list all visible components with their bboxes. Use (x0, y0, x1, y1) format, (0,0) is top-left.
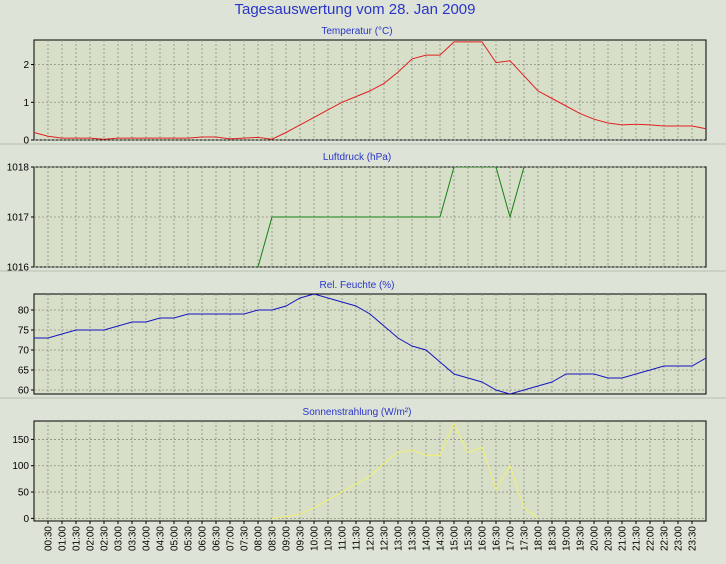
time-tick-label: 16:00 (478, 526, 489, 551)
time-tick-label: 18:30 (548, 526, 559, 551)
humidity-y-tick-label: 70 (18, 346, 30, 357)
solar-radiation-y-tick-label: 50 (18, 488, 30, 499)
time-tick-label: 21:00 (618, 526, 629, 551)
pressure-y-axis: 1016 1017 1018 (7, 163, 34, 274)
time-tick-label: 01:30 (72, 526, 83, 551)
time-tick-label: 13:00 (394, 526, 405, 551)
time-tick-label: 03:00 (114, 526, 125, 551)
solar-radiation-series-line (271, 422, 539, 519)
temperature-y-tick-label: 2 (23, 60, 29, 71)
time-tick-label: 20:30 (604, 526, 615, 551)
time-tick-label: 22:30 (660, 526, 671, 551)
solar-radiation-y-axis: 0 50 100 150 (12, 435, 34, 525)
humidity-grid (34, 294, 706, 394)
pressure-series-line (257, 167, 525, 267)
solar-radiation-chart-title: Sonnenstrahlung (W/m²) (303, 407, 412, 418)
humidity-series-line (34, 294, 706, 394)
time-tick-label: 07:00 (226, 526, 237, 551)
time-tick-label: 11:00 (338, 526, 349, 551)
time-tick-label: 23:30 (688, 526, 699, 551)
time-tick-label: 14:00 (422, 526, 433, 551)
time-tick-label: 02:30 (100, 526, 111, 551)
pressure-y-tick-label: 1016 (7, 263, 30, 274)
time-tick-label: 22:00 (646, 526, 657, 551)
pressure-y-tick-label: 1018 (7, 163, 30, 174)
humidity-chart-title: Rel. Feuchte (%) (319, 280, 394, 291)
time-tick-label: 00:30 (44, 526, 55, 551)
solar-radiation-y-tick-label: 0 (23, 514, 29, 525)
temperature-y-tick-label: 0 (23, 136, 29, 147)
time-tick-label: 15:30 (464, 526, 475, 551)
time-tick-label: 12:00 (366, 526, 377, 551)
temperature-panel: Temperatur (°C) 0 1 2 (0, 26, 726, 147)
temperature-y-tick-label: 1 (23, 98, 29, 109)
time-tick-label: 08:30 (268, 526, 279, 551)
time-tick-label: 15:00 (450, 526, 461, 551)
time-tick-label: 17:00 (506, 526, 517, 551)
humidity-y-tick-label: 65 (18, 366, 30, 377)
temperature-grid (34, 40, 706, 141)
temperature-series-line (34, 41, 706, 140)
solar-radiation-y-tick-label: 150 (12, 435, 29, 446)
time-tick-label: 19:00 (562, 526, 573, 551)
time-tick-label: 06:30 (212, 526, 223, 551)
time-tick-label: 12:30 (380, 526, 391, 551)
temperature-y-axis: 0 1 2 (23, 60, 34, 147)
humidity-panel: Rel. Feuchte (%) 60 65 70 75 80 (0, 280, 726, 399)
pressure-panel: Luftdruck (hPa) 1016 1017 1018 (0, 152, 726, 274)
pressure-y-tick-label: 1017 (7, 213, 30, 224)
page-title: Tagesauswertung vom 28. Jan 2009 (235, 1, 476, 18)
time-tick-label: 19:30 (576, 526, 587, 551)
solar-radiation-grid (34, 421, 706, 521)
time-x-axis: 00:30 01:00 01:30 02:00 02:30 03:00 03:30 04:00… (44, 521, 699, 551)
time-tick-label: 18:00 (534, 526, 545, 551)
humidity-y-tick-label: 75 (18, 326, 30, 337)
humidity-y-axis: 60 65 70 75 80 (18, 306, 34, 397)
solar-radiation-panel: Sonnenstrahlung (W/m²) 0 50 100 150 (12, 407, 707, 525)
temperature-chart-title: Temperatur (°C) (321, 26, 392, 37)
time-tick-label: 09:30 (296, 526, 307, 551)
time-tick-label: 04:30 (156, 526, 167, 551)
humidity-y-tick-label: 60 (18, 386, 30, 397)
time-tick-label: 21:30 (632, 526, 643, 551)
time-tick-label: 10:30 (324, 526, 335, 551)
time-tick-label: 09:00 (282, 526, 293, 551)
time-tick-label: 01:00 (58, 526, 69, 551)
time-tick-label: 10:00 (310, 526, 321, 551)
time-tick-label: 23:00 (674, 526, 685, 551)
time-tick-label: 06:00 (198, 526, 209, 551)
solar-radiation-y-tick-label: 100 (12, 461, 29, 472)
time-tick-label: 02:00 (86, 526, 97, 551)
time-tick-label: 13:30 (408, 526, 419, 551)
time-tick-label: 05:00 (170, 526, 181, 551)
time-tick-label: 04:00 (142, 526, 153, 551)
time-tick-label: 11:30 (352, 526, 363, 551)
time-tick-label: 05:30 (184, 526, 195, 551)
humidity-y-tick-label: 80 (18, 306, 30, 317)
time-tick-label: 03:30 (128, 526, 139, 551)
time-tick-label: 08:00 (254, 526, 265, 551)
time-tick-label: 16:30 (492, 526, 503, 551)
time-tick-label: 20:00 (590, 526, 601, 551)
time-tick-label: 17:30 (520, 526, 531, 551)
time-tick-label: 14:30 (436, 526, 447, 551)
time-tick-label: 07:30 (240, 526, 251, 551)
pressure-chart-title: Luftdruck (hPa) (323, 152, 391, 163)
